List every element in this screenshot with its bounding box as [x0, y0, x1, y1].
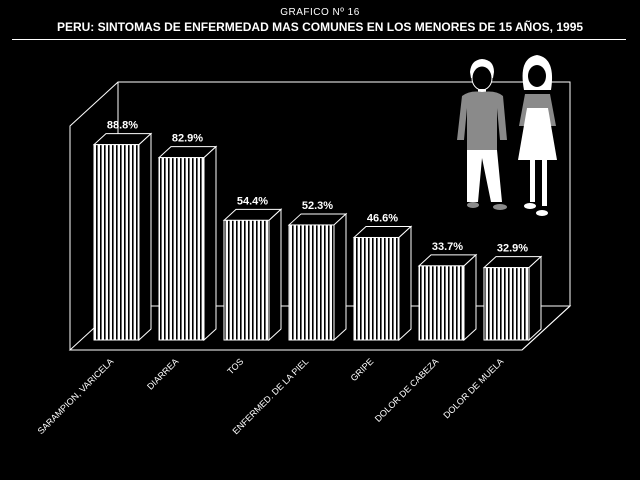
boy-illustration — [457, 59, 507, 210]
category-label: DOLOR DE MUELA — [441, 356, 505, 420]
value-label: 33.7% — [432, 241, 463, 253]
value-label: 88.8% — [107, 120, 138, 132]
bar-gripe — [352, 225, 413, 342]
bar-dolor-de-cabeza — [417, 253, 478, 342]
bars-group — [92, 132, 543, 342]
bar-side-face — [398, 225, 412, 342]
chart-title: PERU: SINTOMAS DE ENFERMEDAD MAS COMUNES… — [56, 20, 584, 34]
boy-face — [471, 65, 493, 91]
girl-shoe-left — [524, 203, 536, 209]
girl-dress — [518, 108, 557, 160]
girl-leg-right — [542, 160, 547, 206]
bar-front-face — [353, 236, 400, 341]
boy-shoe-left — [467, 202, 479, 208]
boy-shoe-right — [493, 204, 507, 210]
bar-front-face — [483, 267, 530, 341]
bar-side-face — [203, 145, 217, 342]
bar-front-face — [418, 265, 465, 341]
bar-front-face — [158, 157, 205, 341]
boy-trousers — [467, 150, 502, 202]
bar-side-face — [463, 253, 477, 342]
bar-dolor-de-muela — [482, 255, 543, 342]
bar-side-face — [333, 212, 347, 342]
value-label: 32.9% — [497, 243, 528, 255]
value-label: 54.4% — [237, 195, 268, 207]
title-divider — [12, 39, 626, 40]
bar-tos — [222, 208, 283, 342]
category-label: GRIPE — [349, 356, 376, 383]
girl-leg-left — [530, 160, 535, 202]
bar-side-face — [528, 255, 542, 342]
category-label: TOS — [225, 356, 245, 376]
girl-shoe-right — [536, 210, 548, 216]
boy-neck — [478, 89, 486, 94]
category-label: DOLOR DE CABEZA — [373, 356, 441, 424]
girl-illustration — [518, 55, 557, 216]
girl-bangs — [527, 59, 547, 68]
bar-front-face — [93, 144, 140, 341]
category-label: SARAMPION, VARICELA — [36, 356, 116, 436]
figure-label: GRAFICO Nº 16 — [280, 7, 360, 18]
bar-diarrea — [157, 145, 218, 342]
bar-sarampion-varicela — [92, 132, 153, 342]
bar-side-face — [268, 208, 282, 342]
value-label: 52.3% — [302, 200, 333, 212]
bar-side-face — [138, 132, 152, 342]
girl-blouse — [519, 94, 556, 126]
category-label: DIARREA — [145, 356, 180, 391]
value-labels-group: 88.8% 82.9% 54.4% 52.3% 46.6% 33.7% 32.9% — [107, 120, 528, 255]
value-label: 82.9% — [172, 133, 203, 145]
bar-front-face — [223, 219, 270, 341]
bar-enfermed-de-la-piel — [287, 212, 348, 342]
boy-shirt — [457, 91, 507, 150]
bar-front-face — [288, 224, 335, 341]
girl-face — [528, 65, 546, 87]
value-label: 46.6% — [367, 212, 398, 224]
category-label: ENFERMED. DE LA PIEL — [230, 356, 310, 436]
